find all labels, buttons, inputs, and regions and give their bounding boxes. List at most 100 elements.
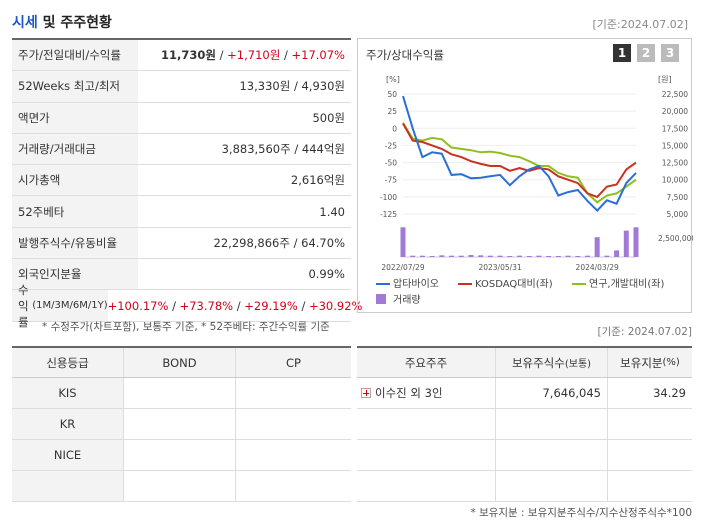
credit-bond-cell [124,378,236,408]
right-tick-label: 20,000 [662,107,688,116]
x-tick-label: 2023/05/31 [478,263,521,272]
value-mcap: 2,616억원 [290,173,345,188]
legend-stock: 압타바이오 [393,277,439,290]
volume-bar [546,256,552,257]
credit-header-rating: 신용등급 [12,348,124,377]
label-52w: 52Weeks 최고/최저 [12,71,138,102]
value-52w: 13,330원 / 4,930원 [239,79,345,94]
major-holders-table: 주요주주 보유주식수 (보통) 보유지분 (%) 이수진 외 3인 7,646,04… [357,346,692,502]
left-unit: [%] [386,75,400,84]
chart-tab-1[interactable]: 1 [613,44,631,62]
label-mcap: 시가총액 [12,165,138,196]
holder-empty-cell [496,471,608,501]
holders-header-name: 주요주주 [357,348,496,377]
holders-header-row: 주요주주 보유주식수 (보통) 보유지분 (%) [357,348,692,378]
return-label-text: 수익률 [18,282,29,329]
row-shares: 발행주식수/유동비율 22,298,866주 / 64.70% [12,227,351,260]
page-header: 시세 및 주주현황 [기준:2024.07.02] [12,10,692,34]
line-stock [402,95,637,213]
credit-cp-cell [236,471,351,501]
volume-bar [419,255,425,257]
holder-name-cell[interactable]: 이수진 외 3인 [357,378,496,408]
change-value: +1,710원 [227,48,281,63]
holder-empty-cell [357,440,496,470]
change-pct-value: +17.07% [291,48,346,63]
chart-tab-3[interactable]: 3 [661,44,679,62]
volume-bars [400,227,639,257]
return-3m: +73.78% [179,298,234,313]
left-tick-label: -100 [380,193,397,202]
line-kosdaq [402,123,637,199]
price-summary-table: 주가/전일대비/수익률 11,730원 / +1,710원 / +17.07% … [12,38,362,329]
holder-name: 이수진 외 3인 [375,386,443,400]
expand-plus-icon[interactable] [361,388,371,398]
volume-bar [555,256,561,257]
credit-bond-cell [124,409,236,439]
volume-bar [575,256,581,257]
credit-header-row: 신용등급 BOND CP [12,348,351,378]
credit-cp-cell [236,378,351,408]
volume-bar [487,255,493,257]
row-return: 수익률 (1M/3M/6M/1Y) +100.17% / +73.78% / +… [12,283,362,329]
return-periods: (1M/3M/6M/1Y) [32,300,108,312]
return-6m: +29.19% [244,298,298,313]
right-tick-label: 10,000 [662,176,688,185]
label-return: 수익률 (1M/3M/6M/1Y) [12,283,108,329]
line-rnd [402,122,637,204]
table-row [357,409,692,440]
left-tick-label: -50 [385,159,397,168]
title-rest: 및 주주현황 [37,15,112,31]
label-face: 액면가 [12,102,138,133]
summary-note: * 수정주가(차트포함), 보통주 기준, * 52주베타: 주간수익률 기준 [42,321,330,333]
holder-empty-cell [608,471,692,501]
left-tick-label: 50 [387,90,397,99]
chart-tab-2[interactable]: 2 [637,44,655,62]
row-price: 주가/전일대비/수익률 11,730원 / +1,710원 / +17.07% [12,40,351,72]
holder-empty-cell [357,409,496,439]
legend-rnd: 연구,개발대비(좌) [589,278,664,290]
holders-header-shares-text: 보유주식수 [511,355,565,370]
left-tick-label: -75 [385,176,397,185]
row-face: 액면가 500원 [12,102,351,134]
credit-bond-cell [124,471,236,501]
table-row: 이수진 외 3인 7,646,045 34.29 [357,378,692,409]
credit-header-bond: BOND [124,348,236,377]
label-foreign: 외국인지분율 [12,259,138,290]
left-axis-ticks: 50 25 0 -25 -50 -75 -100 -125 [380,90,397,219]
value-beta: 1.40 [319,204,345,219]
chart-legend: 압타바이오 KOSDAQ대비(좌) 연구,개발대비(좌) 거래량 [376,277,664,306]
table-row: KR [12,409,351,440]
holder-empty-cell [608,440,692,470]
value-foreign: 0.99% [308,267,345,282]
base-date: [기준:2024.07.02] [592,18,688,31]
label-beta: 52주베타 [12,196,138,227]
return-1y: +30.92% [308,298,363,313]
row-52w: 52Weeks 최고/최저 13,330원 / 4,930원 [12,71,351,103]
left-tick-label: -125 [380,210,397,219]
credit-agency-kr: KR [12,409,124,439]
x-tick-label: 2022/07/29 [381,263,424,272]
volume-bar [507,256,513,257]
holder-pct: 34.29 [653,386,686,400]
return-1m: +100.17% [107,298,169,313]
volume-bar [633,227,639,257]
left-tick-label: 25 [387,107,397,116]
volume-bar [429,256,435,257]
volume-bar [584,255,590,257]
value-volume: 3,883,560주 / 444억원 [221,142,345,157]
holder-empty-cell [496,409,608,439]
holder-empty-cell [496,440,608,470]
right-tick-label: 22,500 [662,90,688,99]
holder-shares: 7,646,045 [496,378,608,408]
volume-bar [526,256,532,257]
chart-svg: [%] [원] 50 25 0 -25 -50 -75 -100 -125 22,500 20,… [376,75,693,306]
volume-bar [439,255,445,257]
label-shares: 발행주식수/유동비율 [12,227,138,259]
row-volume: 거래량/거래대금 3,883,560주 / 444억원 [12,133,351,166]
row-beta: 52주베타 1.40 [12,196,351,228]
credit-bond-cell [124,440,236,470]
right-tick-label: 17,500 [662,124,688,133]
volume-bar [594,237,600,257]
right-tick-label: 12,500 [662,159,688,168]
label-volume: 거래량/거래대금 [12,133,138,165]
